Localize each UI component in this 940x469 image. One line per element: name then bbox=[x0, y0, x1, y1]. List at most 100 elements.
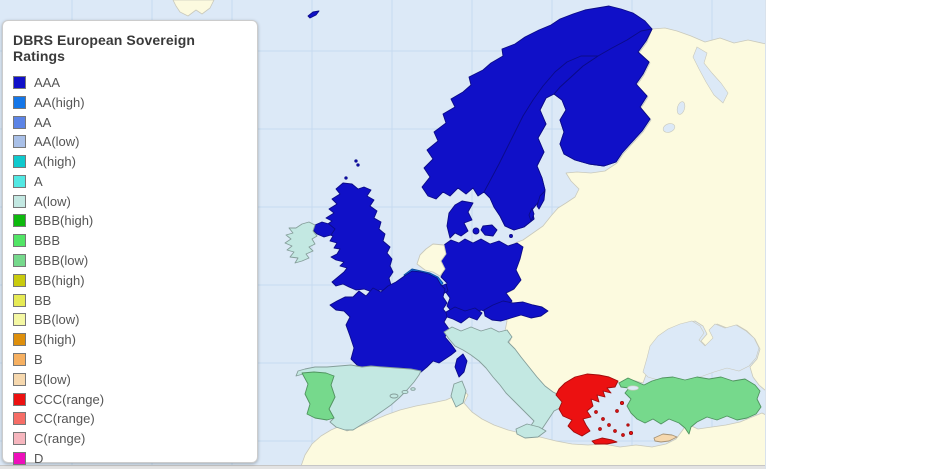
legend-swatch bbox=[13, 333, 26, 347]
region-northern-ireland[interactable] bbox=[312, 221, 336, 238]
country-switzerland[interactable] bbox=[445, 306, 483, 324]
country-greece[interactable] bbox=[555, 373, 619, 437]
country-austria[interactable] bbox=[483, 300, 549, 322]
legend-label: AA(low) bbox=[34, 134, 80, 150]
island-ibiza[interactable] bbox=[410, 387, 416, 391]
island-orkney[interactable] bbox=[344, 176, 348, 180]
legend-item-bhigh: B(high) bbox=[13, 330, 247, 349]
legend-label: B(low) bbox=[34, 371, 71, 387]
legend-item-aalow: AA(low) bbox=[13, 132, 247, 151]
country-spain[interactable] bbox=[295, 364, 422, 431]
country-netherlands[interactable] bbox=[416, 243, 447, 277]
legend-item-a: A bbox=[13, 172, 247, 191]
legend-swatch bbox=[13, 254, 26, 268]
legend-item-alow: A(low) bbox=[13, 192, 247, 211]
legend-swatch bbox=[13, 115, 26, 129]
legend-swatch bbox=[13, 76, 26, 89]
aegean-islands[interactable] bbox=[594, 400, 634, 437]
island-jan-mayen[interactable] bbox=[307, 10, 320, 19]
legend-label: A(low) bbox=[34, 193, 71, 209]
legend-items: AAA AA(high) AA AA(low) A(high) A A(low) BBB(hi… bbox=[13, 73, 247, 468]
legend-label: BBB bbox=[34, 233, 61, 249]
landmass-eastern-europe bbox=[502, 27, 766, 407]
island-oland[interactable] bbox=[528, 207, 535, 222]
legend-swatch bbox=[13, 95, 26, 109]
legend-item-aaa: AAA bbox=[13, 73, 247, 92]
island-mallorca[interactable] bbox=[389, 393, 399, 399]
legend-label: D bbox=[34, 450, 44, 466]
legend-label: C(range) bbox=[34, 431, 86, 447]
island-menorca[interactable] bbox=[401, 389, 409, 395]
legend-item-aahigh: AA(high) bbox=[13, 93, 247, 112]
legend-item-d: D bbox=[13, 449, 247, 468]
sea-of-marmara bbox=[627, 385, 639, 391]
legend: DBRS European Sovereign Ratings AAA AA(hi… bbox=[2, 20, 258, 466]
legend-swatch bbox=[13, 174, 26, 188]
country-finland[interactable] bbox=[553, 28, 653, 167]
lake-ladoga bbox=[662, 123, 676, 133]
legend-label: CC(range) bbox=[34, 411, 95, 427]
white-sea bbox=[692, 46, 729, 104]
legend-swatch bbox=[13, 234, 26, 248]
legend-swatch bbox=[13, 412, 26, 426]
legend-item-bbb: BBB bbox=[13, 231, 247, 250]
island-shetland-2[interactable] bbox=[356, 163, 360, 167]
legend-item-ccrange: CC(range) bbox=[13, 409, 247, 428]
legend-item-cccrange: CCC(range) bbox=[13, 390, 247, 409]
legend-swatch bbox=[13, 214, 26, 228]
island-sardinia[interactable] bbox=[450, 380, 467, 408]
legend-label: BB(low) bbox=[34, 312, 80, 328]
legend-label: A(high) bbox=[34, 154, 76, 170]
legend-item-ahigh: A(high) bbox=[13, 152, 247, 171]
legend-swatch bbox=[13, 194, 26, 208]
legend-swatch bbox=[13, 392, 26, 406]
legend-label: AAA bbox=[34, 75, 61, 90]
legend-swatch bbox=[13, 451, 26, 465]
legend-swatch bbox=[13, 372, 26, 386]
legend-label: BB(high) bbox=[34, 272, 85, 288]
legend-swatch bbox=[13, 432, 26, 446]
landmass-north-africa bbox=[299, 388, 766, 469]
legend-label: BBB(high) bbox=[34, 213, 94, 229]
country-ireland[interactable] bbox=[284, 221, 318, 264]
legend-title: DBRS European Sovereign Ratings bbox=[13, 32, 196, 64]
legend-label: BB bbox=[34, 292, 52, 308]
legend-label: BBB(low) bbox=[34, 253, 89, 269]
country-sweden[interactable] bbox=[483, 55, 599, 231]
island-shetland-1[interactable] bbox=[354, 159, 358, 163]
island-zealand[interactable] bbox=[480, 224, 498, 237]
landmass-iceland bbox=[172, 0, 215, 17]
legend-label: CCC(range) bbox=[34, 391, 105, 407]
legend-item-b: B bbox=[13, 350, 247, 369]
legend-label: AA bbox=[34, 114, 52, 130]
country-turkey[interactable] bbox=[618, 376, 762, 435]
legend-swatch bbox=[13, 293, 26, 307]
legend-item-bblow: BB(low) bbox=[13, 310, 247, 329]
legend-swatch bbox=[13, 313, 26, 327]
island-sicily[interactable] bbox=[515, 423, 547, 439]
legend-item-aa: AA bbox=[13, 113, 247, 132]
island-gotland[interactable] bbox=[536, 190, 546, 210]
legend-item-bbhigh: BB(high) bbox=[13, 271, 247, 290]
legend-item-crange: C(range) bbox=[13, 429, 247, 448]
island-funen[interactable] bbox=[472, 227, 480, 235]
legend-swatch bbox=[13, 352, 26, 366]
island-crete[interactable] bbox=[591, 437, 618, 445]
legend-swatch bbox=[13, 155, 26, 169]
lake-onega bbox=[676, 101, 686, 115]
map-bottom-edge bbox=[0, 465, 766, 469]
legend-item-bbblow: BBB(low) bbox=[13, 251, 247, 270]
legend-label: A bbox=[34, 173, 43, 189]
legend-label: B bbox=[34, 351, 43, 367]
legend-item-blow: B(low) bbox=[13, 370, 247, 389]
island-corsica[interactable] bbox=[454, 353, 468, 378]
country-denmark[interactable] bbox=[446, 200, 474, 239]
legend-item-bb: BB bbox=[13, 291, 247, 310]
legend-swatch bbox=[13, 273, 26, 287]
country-cyprus[interactable] bbox=[653, 433, 678, 443]
legend-swatch bbox=[13, 135, 26, 149]
country-portugal[interactable] bbox=[301, 371, 336, 421]
legend-label: AA(high) bbox=[34, 94, 85, 110]
island-bornholm[interactable] bbox=[509, 234, 513, 238]
